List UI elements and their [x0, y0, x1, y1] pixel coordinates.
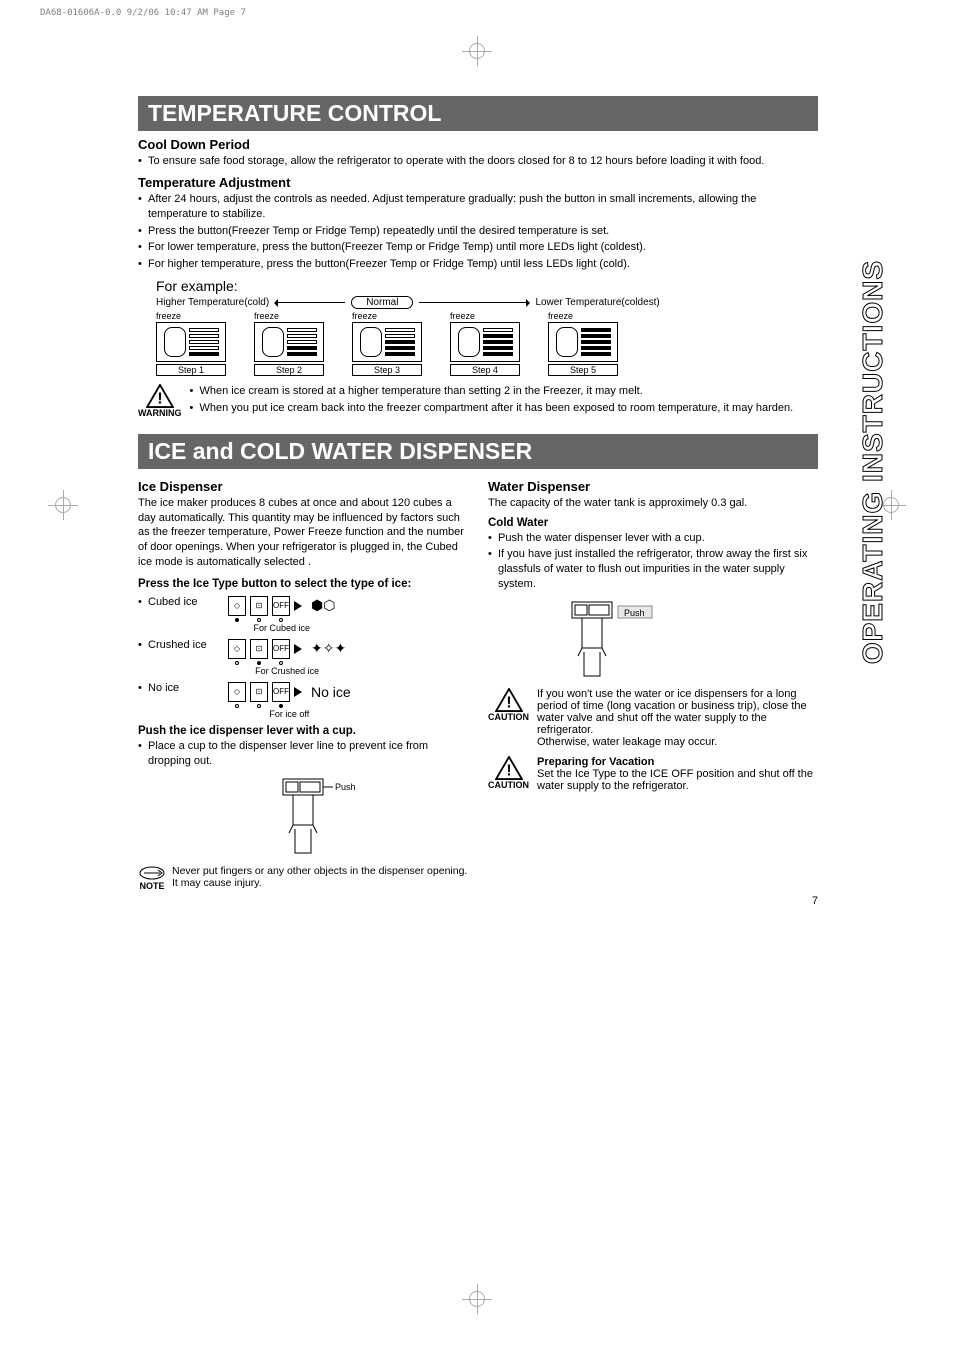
arrow-right-icon — [419, 302, 529, 303]
cold-water-heading: Cold Water — [488, 517, 818, 529]
cool-down-heading: Cool Down Period — [138, 137, 818, 152]
push-lever-heading: Push the ice dispenser lever with a cup. — [138, 725, 468, 737]
warning-icon: ! WARNING — [138, 384, 182, 418]
temp-step: freeze Step 5 — [548, 311, 618, 376]
arrow-right-icon — [294, 644, 307, 654]
crop-mark-icon — [462, 36, 492, 66]
svg-text:!: ! — [506, 694, 511, 711]
temp-step: freeze Step 4 — [450, 311, 520, 376]
press-ice-heading: Press the Ice Type button to select the … — [138, 578, 468, 590]
cool-down-list: To ensure safe food storage, allow the r… — [138, 154, 818, 169]
ice-dispenser-figure: Push — [259, 777, 347, 857]
vacation-heading: Preparing for Vacation — [537, 756, 818, 768]
push-label: Push — [624, 608, 645, 618]
list-item: Place a cup to the dispenser lever line … — [138, 739, 468, 769]
ice-type-row: Cubed ice ◇⊡OFF⬢⬡ For Cubed ice — [138, 596, 468, 633]
ice-type-button: ⊡ — [250, 682, 268, 702]
push-label: Push — [335, 782, 356, 792]
crop-mark-icon — [462, 1284, 492, 1314]
ice-type-button: ⊡ — [250, 596, 268, 616]
list-item: After 24 hours, adjust the controls as n… — [138, 192, 818, 222]
side-tab-label: OPERATING INSTRUCTIONS — [857, 260, 889, 664]
section-title-temperature: TEMPERATURE CONTROL — [138, 96, 818, 131]
water-dispenser-intro: The capacity of the water tank is approx… — [488, 496, 818, 511]
ice-type-button: OFF — [272, 596, 290, 616]
temp-step: freeze Step 2 — [254, 311, 324, 376]
caution-icon: ! CAUTION — [488, 756, 529, 790]
temperature-diagram: Higher Temperature(cold) Normal Lower Te… — [156, 296, 818, 376]
lower-temp-label: Lower Temperature(coldest) — [535, 297, 659, 308]
temp-adjust-list: After 24 hours, adjust the controls as n… — [138, 192, 818, 272]
temp-step: freeze Step 3 — [352, 311, 422, 376]
ice-type-row: No ice ◇⊡OFFNo ice For ice off — [138, 682, 468, 719]
ice-type-button: ◇ — [228, 682, 246, 702]
arrow-right-icon — [294, 687, 307, 697]
water-dispenser-figure: Push — [568, 600, 656, 680]
temp-adjust-heading: Temperature Adjustment — [138, 175, 818, 190]
arrow-right-icon — [294, 601, 307, 611]
list-item: If you have just installed the refrigera… — [488, 547, 818, 592]
svg-text:!: ! — [157, 390, 162, 407]
caution-text: If you won't use the water or ice dispen… — [537, 688, 818, 748]
warning-label: WARNING — [138, 408, 182, 418]
section-title-dispenser: ICE and COLD WATER DISPENSER — [138, 434, 818, 469]
ice-type-button: ◇ — [228, 596, 246, 616]
caution-label: CAUTION — [488, 712, 529, 722]
crop-mark-icon — [48, 490, 78, 520]
svg-text:!: ! — [506, 762, 511, 779]
list-item: When you put ice cream back into the fre… — [190, 401, 819, 416]
water-dispenser-heading: Water Dispenser — [488, 479, 818, 494]
ice-dispenser-intro: The ice maker produces 8 cubes at once a… — [138, 496, 468, 570]
arrow-left-icon — [275, 302, 345, 303]
note-label: NOTE — [138, 881, 166, 891]
example-label: For example: — [156, 278, 818, 294]
list-item: For lower temperature, press the button(… — [138, 240, 818, 255]
ice-dispenser-heading: Ice Dispenser — [138, 479, 468, 494]
list-item: Push the water dispenser lever with a cu… — [488, 531, 818, 546]
caution-label: CAUTION — [488, 780, 529, 790]
ice-type-button: ◇ — [228, 639, 246, 659]
list-item: When ice cream is stored at a higher tem… — [190, 384, 819, 399]
note-icon: NOTE — [138, 865, 166, 891]
ice-type-button: OFF — [272, 682, 290, 702]
ice-type-button: OFF — [272, 639, 290, 659]
list-item: For higher temperature, press the button… — [138, 257, 818, 272]
list-item: To ensure safe food storage, allow the r… — [138, 154, 818, 169]
caution-icon: ! CAUTION — [488, 688, 529, 722]
ice-type-button: ⊡ — [250, 639, 268, 659]
caution-text: Set the Ice Type to the ICE OFF position… — [537, 768, 818, 792]
ice-type-row: Crushed ice ◇⊡OFF✦✧✦ For Crushed ice — [138, 639, 468, 676]
note-text: Never put fingers or any other objects i… — [172, 865, 468, 889]
page-header-meta: DA68-01606A-0.0 9/2/06 10:47 AM Page 7 — [40, 8, 246, 18]
higher-temp-label: Higher Temperature(cold) — [156, 297, 269, 308]
page-number: 7 — [138, 895, 818, 907]
temp-step: freeze Step 1 — [156, 311, 226, 376]
normal-badge: Normal — [351, 296, 413, 309]
list-item: Press the button(Freezer Temp or Fridge … — [138, 224, 818, 239]
